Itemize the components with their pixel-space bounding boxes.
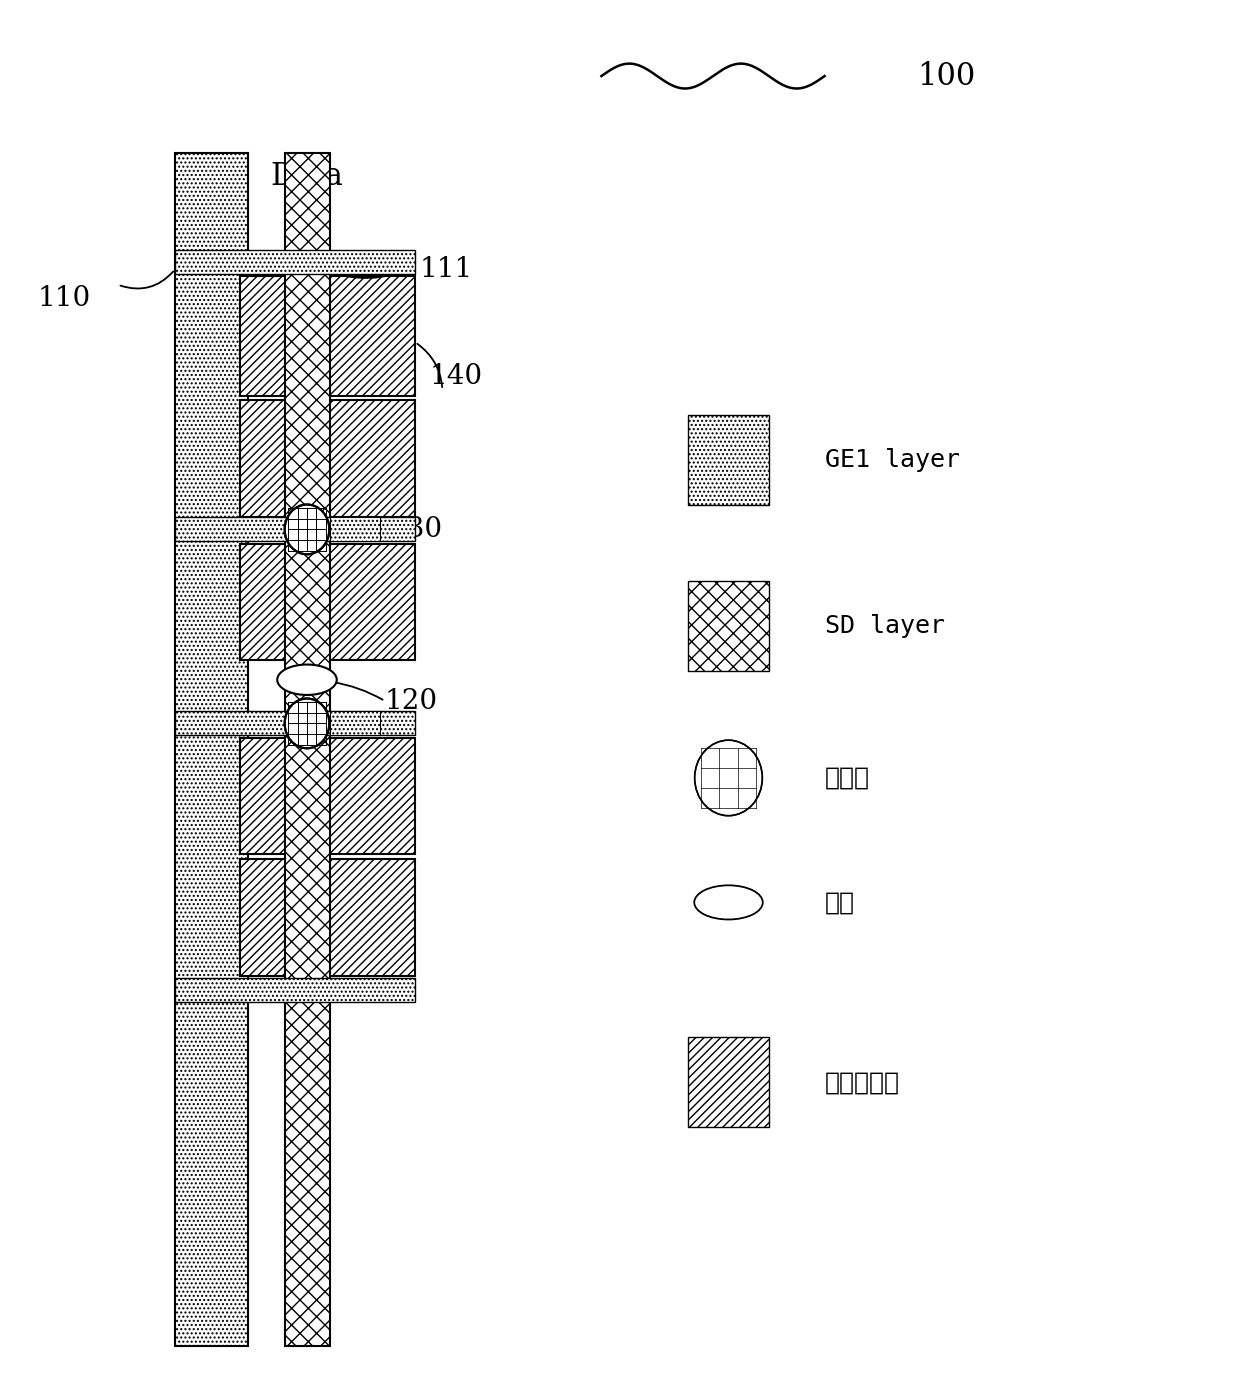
Text: SD layer: SD layer bbox=[825, 614, 945, 638]
Bar bbox=[175, 711, 415, 734]
Circle shape bbox=[285, 698, 330, 748]
Text: 子像素电极: 子像素电极 bbox=[825, 1070, 899, 1094]
Text: 焊接点: 焊接点 bbox=[825, 766, 869, 790]
Bar bbox=[241, 859, 415, 975]
Bar bbox=[330, 517, 379, 541]
Text: 120: 120 bbox=[384, 687, 438, 715]
Bar bbox=[241, 739, 415, 855]
Text: GE1 layer: GE1 layer bbox=[825, 448, 960, 472]
Text: 断点: 断点 bbox=[825, 891, 854, 914]
Text: 100: 100 bbox=[918, 61, 976, 91]
Bar bbox=[175, 517, 415, 541]
Text: Data: Data bbox=[270, 160, 343, 192]
Bar bbox=[688, 1037, 769, 1127]
Bar bbox=[688, 581, 769, 671]
Bar bbox=[285, 154, 330, 1346]
Bar bbox=[241, 401, 415, 517]
Bar bbox=[241, 544, 415, 660]
Bar bbox=[688, 415, 769, 505]
Text: 130: 130 bbox=[391, 516, 443, 544]
Circle shape bbox=[285, 505, 330, 555]
Bar bbox=[175, 250, 415, 274]
Ellipse shape bbox=[694, 885, 763, 920]
Circle shape bbox=[694, 740, 763, 816]
Ellipse shape bbox=[278, 665, 337, 696]
Bar bbox=[175, 154, 248, 1346]
Bar bbox=[330, 711, 379, 734]
Text: 110: 110 bbox=[37, 285, 91, 313]
Bar bbox=[175, 978, 415, 1001]
Text: 111: 111 bbox=[420, 256, 474, 284]
Bar bbox=[241, 277, 415, 396]
Text: 140: 140 bbox=[430, 362, 484, 390]
